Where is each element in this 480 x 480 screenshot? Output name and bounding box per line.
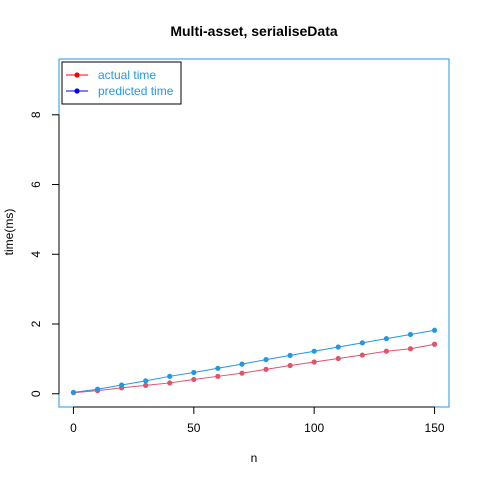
data-point: [167, 380, 173, 386]
y-tick-label: 8: [29, 111, 43, 118]
legend-marker: [74, 88, 80, 94]
data-point: [287, 362, 293, 369]
data-point: [70, 389, 77, 395]
x-axis-label: n: [251, 451, 258, 465]
y-axis-label: time(ms): [2, 209, 16, 256]
data-point: [407, 331, 414, 338]
data-point: [431, 327, 438, 333]
series-layer: [70, 327, 438, 396]
data-point: [335, 355, 341, 362]
series-line: [73, 329, 435, 393]
data-point: [407, 346, 414, 352]
x-tick-label: 100: [304, 421, 324, 435]
data-point: [263, 356, 269, 363]
data-point: [383, 348, 390, 354]
y-tick-label: 2: [29, 320, 43, 327]
data-point: [215, 365, 221, 371]
data-point: [191, 376, 197, 383]
data-point: [143, 378, 149, 384]
series-line: [73, 343, 435, 394]
data-point: [215, 373, 221, 379]
y-tick-label: 0: [29, 390, 43, 397]
data-point: [263, 366, 269, 372]
x-tick-label: 0: [70, 421, 77, 435]
legend-label: actual time: [98, 68, 156, 82]
data-point: [383, 336, 390, 342]
plot-area-box: [58, 58, 450, 408]
data-point: [311, 359, 317, 365]
data-point: [311, 348, 317, 354]
data-point: [94, 386, 101, 392]
chart-title: Multi-asset, serialiseData: [170, 23, 338, 39]
data-point: [167, 373, 173, 379]
y-tick-label: 6: [29, 181, 43, 188]
series-2: [70, 327, 438, 395]
y-axis: 0 2 4 6 8: [29, 111, 60, 397]
data-point: [359, 340, 365, 346]
data-point: [287, 352, 293, 358]
data-point: [239, 370, 245, 376]
x-tick-label: 150: [425, 421, 445, 435]
data-point: [239, 361, 245, 367]
data-point: [359, 352, 365, 358]
x-tick-label: 50: [187, 421, 201, 435]
legend-marker: [74, 72, 80, 78]
data-point: [118, 382, 125, 388]
legend-label: predicted time: [98, 84, 174, 98]
data-point: [143, 382, 149, 388]
data-point: [191, 369, 197, 376]
legend: actual time predicted time: [61, 61, 182, 105]
data-point: [335, 344, 341, 350]
y-tick-label: 4: [29, 251, 43, 258]
data-point: [431, 341, 438, 347]
legend-box: [61, 61, 182, 105]
legend-item: predicted time: [66, 84, 174, 98]
legend-item: actual time: [66, 68, 156, 82]
series-1: [70, 341, 438, 396]
x-axis: 0 50 100 150: [70, 406, 445, 435]
